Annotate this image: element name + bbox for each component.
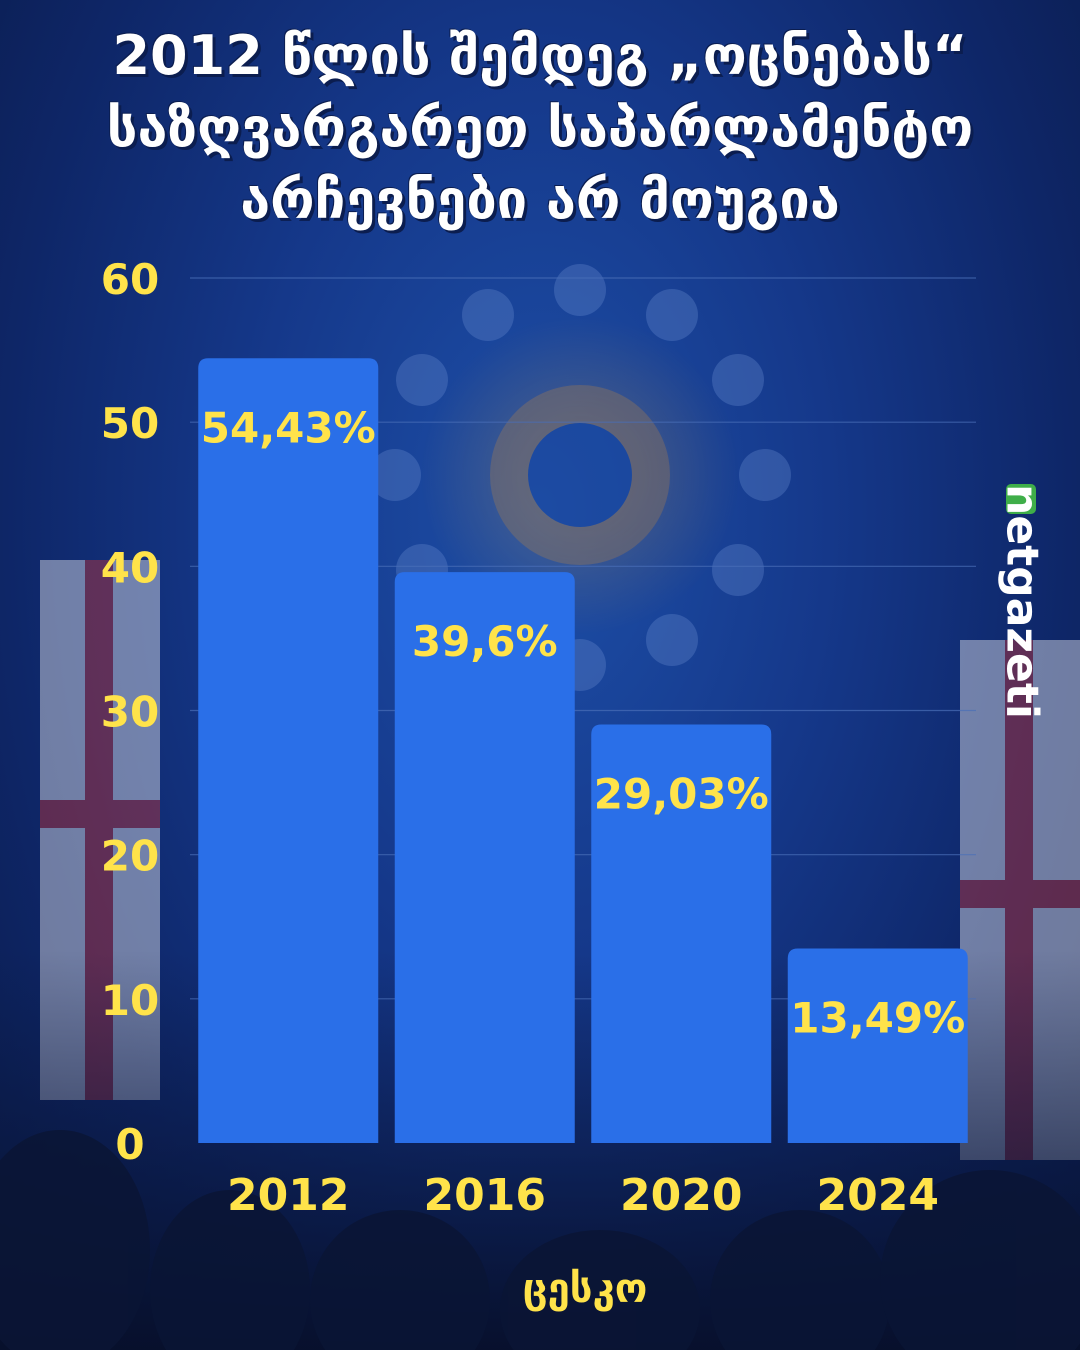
y-tick-label: 20: [101, 832, 159, 881]
data-label: 39,6%: [412, 617, 558, 666]
x-tick-label: 2016: [424, 1170, 546, 1221]
chart-title-line: 2012 წლის შემდეგ „ოცნებას“: [112, 24, 968, 87]
x-tick-label: 2012: [227, 1170, 349, 1221]
bar-2024: [787, 948, 968, 1143]
data-labels: 54,43% 39,6% 29,03% 13,49%: [201, 403, 965, 1042]
x-axis-ticks: 2012 2016 2020 2024: [227, 1170, 939, 1221]
x-tick-label: 2020: [620, 1170, 742, 1221]
y-tick-label: 50: [101, 399, 159, 448]
y-tick-label: 10: [101, 976, 159, 1025]
data-label: 54,43%: [201, 403, 376, 452]
data-label: 13,49%: [790, 994, 965, 1043]
netgazeti-logo: netgazeti: [990, 484, 1054, 784]
bars: [198, 358, 968, 1143]
bar-2020: [591, 724, 772, 1143]
y-tick-label: 30: [101, 688, 159, 737]
bar-2016: [394, 572, 575, 1143]
at-sign-icon: [1006, 484, 1036, 514]
data-label: 29,03%: [594, 769, 769, 818]
x-tick-label: 2024: [817, 1170, 939, 1221]
bar-2012: [198, 358, 379, 1143]
x-axis-label: ცესკო: [523, 1266, 648, 1312]
chart-title-line: საზღვარგარეთ საპარლამენტო: [106, 96, 974, 159]
y-tick-label: 40: [101, 543, 159, 592]
y-tick-label: 60: [101, 255, 159, 304]
y-axis-ticks: 0 10 20 30 40 50 60: [101, 255, 159, 1169]
brand-name: netgazeti: [996, 484, 1048, 719]
chart-title: 2012 წლის შემდეგ „ოცნებას“ საზღვარგარეთ …: [0, 20, 1080, 236]
y-tick-label: 0: [115, 1120, 144, 1169]
chart-title-line: არჩევნები არ მოუგია: [240, 168, 840, 231]
